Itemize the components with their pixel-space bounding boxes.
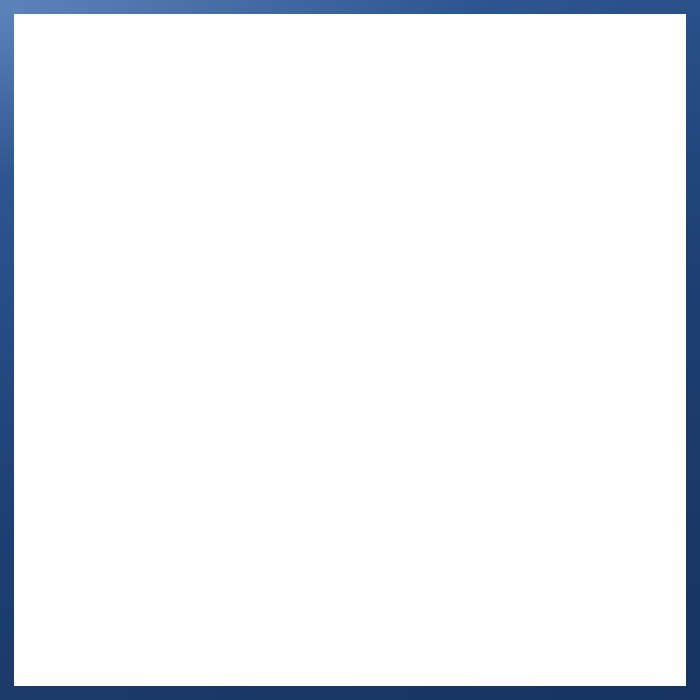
inner-frame-line	[14, 14, 686, 686]
